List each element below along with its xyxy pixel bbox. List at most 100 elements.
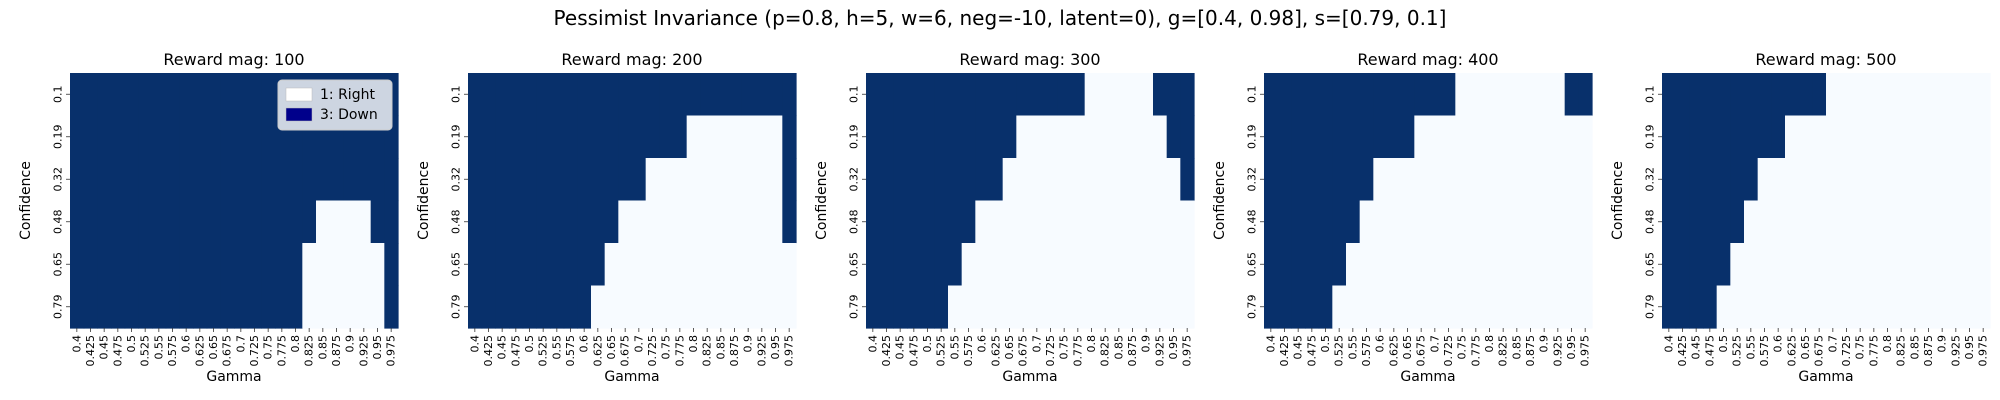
heatmap-cell xyxy=(1112,243,1127,287)
x-tick-label: 0.725 xyxy=(1044,335,1057,367)
x-tick-label: 0.85 xyxy=(316,335,329,360)
heatmap-cell xyxy=(741,158,756,202)
panel-title: Reward mag: 300 xyxy=(959,50,1100,69)
heatmap-cell xyxy=(1057,115,1072,159)
heatmap-cell xyxy=(1112,158,1127,202)
heatmap-cell xyxy=(1867,243,1882,287)
heatmap-cell xyxy=(893,243,908,287)
heatmap-cell xyxy=(83,200,98,244)
heatmap-cell xyxy=(1962,115,1977,159)
heatmap-cell xyxy=(1949,158,1964,202)
heatmap-cell xyxy=(604,73,619,117)
y-tick-label: 0.1 xyxy=(52,86,65,104)
heatmap-cell xyxy=(563,158,578,202)
y-tick-label: 0.65 xyxy=(1644,252,1657,277)
heatmap-cell xyxy=(1894,115,1909,159)
heatmap-cell xyxy=(1812,285,1827,329)
x-tick-label: 0.75 xyxy=(262,335,275,360)
heatmap-cell xyxy=(1332,115,1347,159)
heatmap-cell xyxy=(1771,200,1786,244)
heatmap-cell xyxy=(1730,73,1745,117)
heatmap-cell xyxy=(879,158,894,202)
heatmap-cell xyxy=(1578,285,1593,329)
heatmap-cell xyxy=(755,73,770,117)
heatmap-cell xyxy=(1112,115,1127,159)
heatmap-cell xyxy=(1578,73,1593,117)
heatmap-cell xyxy=(468,115,483,159)
heatmap-cell xyxy=(111,285,126,329)
heatmap-cell xyxy=(329,158,344,202)
heatmap-cell xyxy=(700,285,715,329)
heatmap-cell xyxy=(1564,243,1579,287)
heatmap-cell xyxy=(1057,200,1072,244)
heatmap-cell xyxy=(384,158,399,202)
heatmap-cell xyxy=(1716,285,1731,329)
heatmap-cell xyxy=(1112,200,1127,244)
heatmap-cell xyxy=(1455,200,1470,244)
heatmap-cell xyxy=(1002,115,1017,159)
heatmap-cell xyxy=(1469,73,1484,117)
heatmap-cell xyxy=(1002,200,1017,244)
heatmap-cell xyxy=(83,243,98,287)
heatmap-cell xyxy=(1428,285,1443,329)
heatmap-cell xyxy=(1757,285,1772,329)
heatmap-cell xyxy=(1098,285,1113,329)
heatmap-cell xyxy=(83,115,98,159)
heatmap-cell xyxy=(1387,73,1402,117)
heatmap-cell xyxy=(893,285,908,329)
heatmap-cell xyxy=(1496,285,1511,329)
heatmap-cell xyxy=(1084,73,1099,117)
heatmap-cell xyxy=(1305,73,1320,117)
heatmap-cell xyxy=(384,200,399,244)
heatmap-cell xyxy=(1016,73,1031,117)
heatmap-cell xyxy=(1564,73,1579,117)
heatmap-cell xyxy=(727,285,742,329)
x-tick-label: 0.725 xyxy=(248,335,261,367)
heatmap-cell xyxy=(577,243,592,287)
heatmap-cell xyxy=(1523,158,1538,202)
heatmap-cell xyxy=(1043,73,1058,117)
heatmap-cell xyxy=(1949,285,1964,329)
heatmap-cell xyxy=(1125,115,1140,159)
heatmap-cell xyxy=(261,158,276,202)
heatmap-cell xyxy=(138,243,153,287)
heatmap-cell xyxy=(1071,285,1086,329)
heatmap-cell xyxy=(522,158,537,202)
heatmap-cell xyxy=(206,158,221,202)
x-tick-label: 0.65 xyxy=(1003,335,1016,360)
x-tick-label: 0.9 xyxy=(1936,335,1949,353)
heatmap-cell xyxy=(220,115,235,159)
heatmap-cell xyxy=(1002,285,1017,329)
heatmap-cell xyxy=(1826,285,1841,329)
heatmap-cell xyxy=(1305,115,1320,159)
heatmap-cell xyxy=(1441,243,1456,287)
x-tick-label: 0.9 xyxy=(344,335,357,353)
heatmap-cell xyxy=(124,158,139,202)
heatmap-cell xyxy=(152,158,167,202)
heatmap-cell xyxy=(1839,158,1854,202)
x-tick-label: 0.425 xyxy=(1676,335,1689,367)
y-tick-label: 0.1 xyxy=(1644,86,1657,104)
x-tick-label: 0.8 xyxy=(1881,335,1894,353)
heatmap-cell xyxy=(1180,115,1195,159)
heatmap-cell xyxy=(604,158,619,202)
heatmap-cell xyxy=(893,158,908,202)
heatmap-cell xyxy=(1689,115,1704,159)
heatmap-cell xyxy=(934,285,949,329)
heatmap-cell xyxy=(70,73,85,117)
heatmap-cell xyxy=(1332,285,1347,329)
heatmap-cell xyxy=(1771,158,1786,202)
y-tick-label: 0.65 xyxy=(848,252,861,277)
heatmap-cell xyxy=(632,200,647,244)
y-tick-label: 0.65 xyxy=(450,252,463,277)
heatmap-cell xyxy=(1387,243,1402,287)
heatmap-cell xyxy=(536,73,551,117)
heatmap-cell xyxy=(495,158,510,202)
heatmap-cell xyxy=(1496,115,1511,159)
heatmap-cell xyxy=(1908,200,1923,244)
heatmap-cell xyxy=(1744,115,1759,159)
heatmap-cell xyxy=(234,73,249,117)
heatmap-cell xyxy=(1002,73,1017,117)
heatmap-cell xyxy=(179,200,194,244)
heatmap-cell xyxy=(907,200,922,244)
